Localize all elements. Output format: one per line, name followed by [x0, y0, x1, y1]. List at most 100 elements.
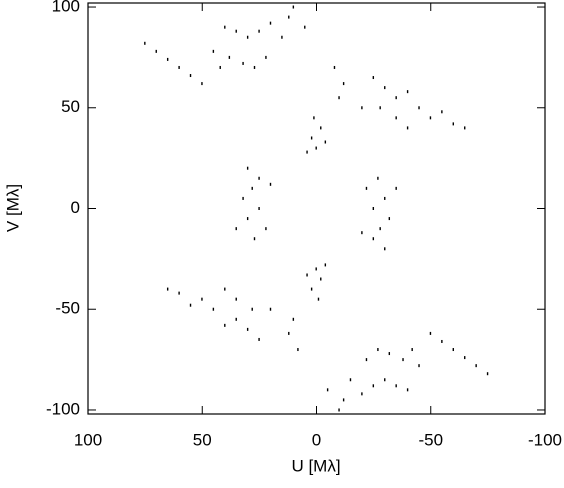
uv-point: [315, 146, 317, 150]
uv-point: [281, 35, 283, 39]
y-tick-label: -100: [46, 399, 80, 418]
uv-point: [338, 408, 340, 412]
x-tick-label: -100: [528, 430, 562, 449]
x-tick-label: 100: [74, 430, 102, 449]
uv-point: [338, 96, 340, 100]
uv-point: [406, 90, 409, 94]
uv-point: [212, 49, 215, 53]
uv-point: [379, 106, 381, 110]
uv-point: [178, 65, 180, 69]
uv-point: [269, 21, 272, 25]
uv-point: [429, 116, 432, 120]
uv-point: [326, 388, 329, 392]
uv-point: [224, 323, 226, 327]
uv-point: [235, 227, 237, 231]
uv-point: [333, 65, 336, 69]
plot-frame: [87, 2, 546, 415]
y-tick-label: 100: [52, 0, 80, 16]
y-tick-label: -50: [55, 299, 80, 318]
uv-point: [228, 55, 231, 59]
uv-point: [251, 307, 253, 311]
uv-point: [246, 217, 249, 221]
uv-point: [304, 25, 306, 29]
y-tick-label: 0: [71, 198, 80, 217]
uv-point: [429, 331, 432, 335]
uv-point: [377, 348, 379, 352]
uv-point: [288, 331, 290, 335]
uv-point: [189, 74, 192, 78]
uv-point: [377, 176, 379, 180]
uv-point: [269, 182, 272, 186]
uv-point: [320, 126, 322, 130]
uv-point: [306, 273, 308, 277]
uv-point: [269, 307, 272, 311]
uv-point: [235, 317, 237, 321]
uv-point: [315, 267, 317, 271]
uv-point: [246, 166, 249, 170]
uv-point: [418, 364, 420, 368]
uv-point: [253, 65, 256, 69]
x-axis-label: U [Mλ]: [291, 456, 340, 475]
uv-point: [365, 186, 368, 190]
uv-point: [464, 126, 466, 130]
uv-point: [441, 339, 443, 343]
uv-point: [265, 227, 267, 231]
uv-point: [224, 287, 226, 291]
uv-point: [365, 358, 368, 362]
uv-point: [166, 287, 169, 291]
uv-point: [235, 297, 237, 301]
uv-point: [384, 86, 386, 90]
uv-point: [235, 29, 237, 33]
y-tick-label: 50: [61, 97, 80, 116]
uv-point: [246, 327, 249, 331]
uv-point: [395, 384, 397, 388]
uv-point: [258, 337, 260, 341]
uv-point: [310, 136, 313, 140]
uv-point: [402, 358, 404, 362]
uv-point: [297, 348, 299, 352]
uv-point: [251, 186, 253, 190]
uv-point: [178, 291, 180, 295]
uv-point: [288, 15, 290, 19]
uv-point: [372, 76, 375, 80]
y-axis-label: V [Mλ]: [3, 184, 22, 232]
uv-point: [342, 398, 345, 402]
uv-point: [317, 297, 320, 301]
uv-point: [144, 41, 146, 45]
uv-point: [475, 364, 477, 368]
uv-point: [242, 61, 244, 65]
uv-point: [166, 57, 169, 61]
uv-point: [395, 96, 397, 100]
uv-point: [406, 126, 409, 130]
uv-point: [258, 29, 260, 33]
x-tick-label: -50: [418, 430, 443, 449]
uv-point: [189, 303, 192, 307]
uv-point: [384, 196, 386, 200]
uv-point: [452, 348, 454, 352]
uv-point: [246, 35, 249, 39]
uv-point: [258, 207, 260, 210]
uv-point: [292, 317, 295, 321]
uv-point: [388, 352, 391, 356]
uv-point: [441, 110, 443, 114]
uv-point: [349, 378, 352, 382]
uv-point: [265, 55, 267, 59]
uv-point: [372, 384, 375, 388]
uv-point: [411, 348, 413, 352]
uv-point: [320, 277, 322, 281]
uv-point: [361, 392, 363, 396]
uv-point: [212, 307, 215, 311]
x-tick-label: 0: [312, 430, 321, 449]
uv-point: [201, 297, 203, 301]
uv-point: [379, 227, 381, 231]
uv-point: [361, 106, 363, 110]
uv-point: [310, 287, 313, 291]
uv-point: [201, 82, 203, 86]
uv-point: [342, 82, 345, 86]
uv-point: [242, 196, 244, 200]
uv-point: [452, 122, 454, 126]
uv-point: [258, 176, 260, 180]
uv-point: [292, 5, 295, 9]
uv-point: [418, 106, 420, 110]
